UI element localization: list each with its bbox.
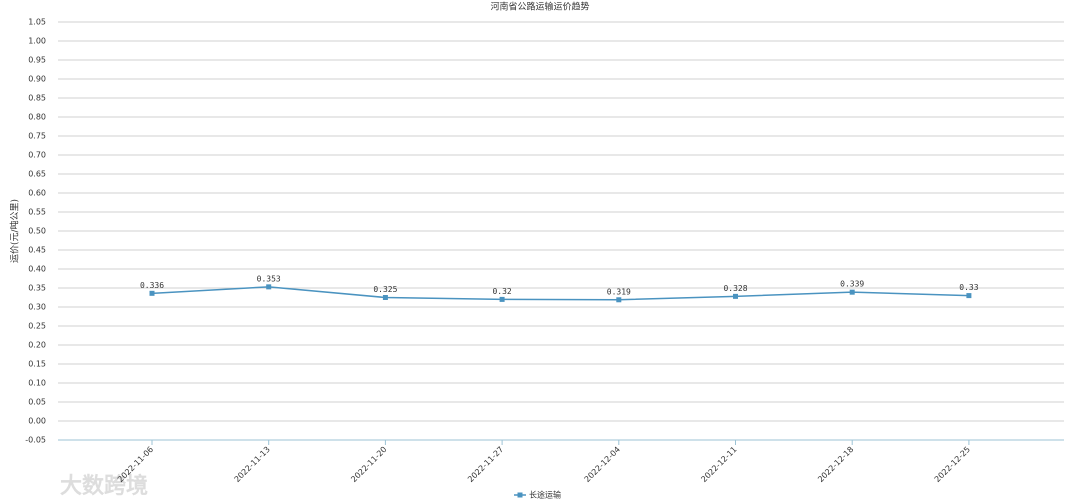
y-tick-label: 0.70 bbox=[28, 151, 46, 160]
y-tick-label: 0.75 bbox=[28, 132, 46, 141]
legend-label: 长途运输 bbox=[529, 490, 561, 500]
y-tick-label: 0.45 bbox=[28, 246, 46, 255]
y-tick-label: 0.40 bbox=[28, 265, 46, 274]
y-tick-label: 0.55 bbox=[28, 208, 46, 217]
point bbox=[266, 284, 272, 290]
y-axis-label: 运价(元/吨公里) bbox=[9, 199, 21, 263]
point bbox=[966, 293, 972, 299]
y-tick-label: 0.25 bbox=[28, 322, 46, 331]
data-label: 0.33 bbox=[959, 283, 978, 292]
data-label: 0.32 bbox=[492, 287, 511, 296]
chart-title: 河南省公路运输运价趋势 bbox=[490, 1, 589, 13]
x-tick-label: 2022-11-20 bbox=[349, 445, 388, 484]
y-tick-label: 1.00 bbox=[28, 37, 46, 46]
y-tick-label: 0.90 bbox=[28, 75, 46, 84]
data-label: 0.325 bbox=[373, 285, 397, 294]
point bbox=[849, 289, 855, 295]
x-tick-label: 2022-12-18 bbox=[816, 445, 855, 484]
y-tick-label: 0.50 bbox=[28, 227, 46, 236]
data-label: 0.339 bbox=[840, 280, 864, 289]
x-tick-label: 2022-12-11 bbox=[699, 445, 738, 484]
point bbox=[616, 297, 622, 303]
point bbox=[499, 296, 505, 302]
x-tick-label: 2022-11-27 bbox=[466, 445, 505, 484]
y-tick-label: 0.10 bbox=[28, 379, 46, 388]
data-label: 0.336 bbox=[140, 281, 164, 290]
y-tick-label: 0.85 bbox=[28, 94, 46, 103]
x-tick-label: 2022-12-04 bbox=[583, 445, 622, 484]
y-tick-label: 0.65 bbox=[28, 170, 46, 179]
y-tick-label: 0.80 bbox=[28, 113, 46, 122]
legend-marker bbox=[517, 492, 523, 498]
point bbox=[382, 295, 388, 300]
y-tick-label: 0.35 bbox=[28, 284, 46, 293]
y-tick-label: 0.60 bbox=[28, 189, 46, 198]
y-tick-label: 0.05 bbox=[28, 398, 46, 407]
point bbox=[149, 290, 155, 296]
y-tick-label: 0.30 bbox=[28, 303, 46, 312]
y-tick-label: 0.15 bbox=[28, 360, 46, 369]
data-label: 0.328 bbox=[723, 284, 747, 293]
x-tick-label: 2022-11-13 bbox=[233, 445, 272, 484]
y-tick-label: 0.95 bbox=[28, 56, 46, 65]
watermark: 大数跨境 bbox=[60, 473, 148, 499]
y-tick-label: 0.00 bbox=[28, 417, 46, 426]
y-tick-label: 1.05 bbox=[28, 18, 46, 27]
x-tick-label: 2022-12-25 bbox=[933, 445, 972, 484]
point bbox=[733, 293, 738, 299]
y-tick-label: -0.05 bbox=[25, 436, 46, 445]
data-label: 0.353 bbox=[257, 274, 281, 283]
y-tick-label: 0.20 bbox=[28, 341, 46, 350]
data-label: 0.319 bbox=[607, 287, 631, 296]
line bbox=[151, 286, 969, 301]
